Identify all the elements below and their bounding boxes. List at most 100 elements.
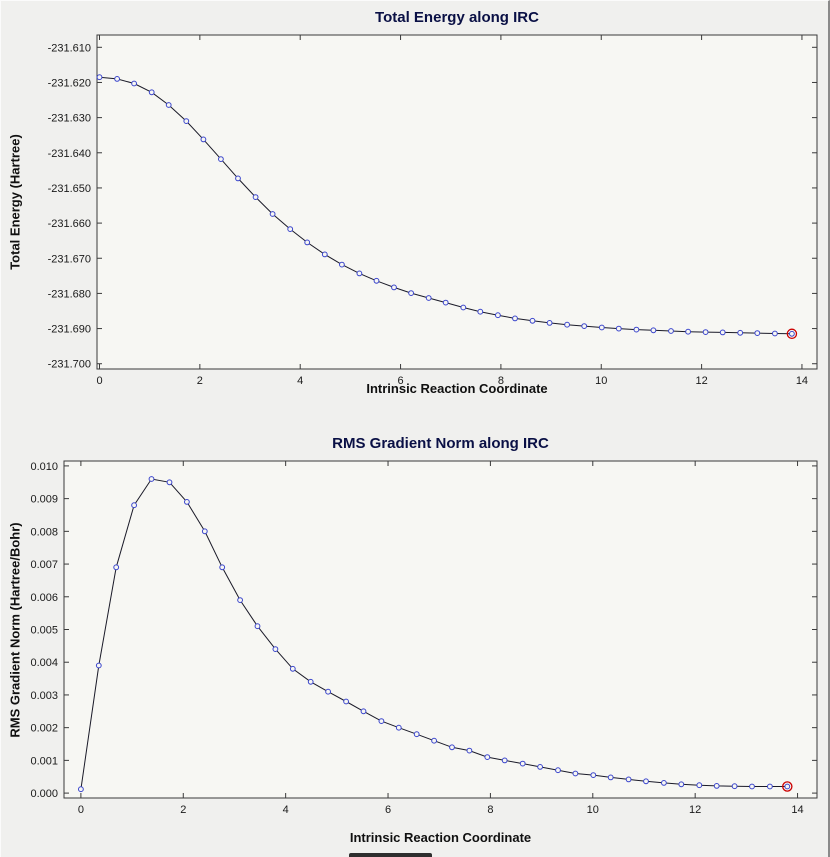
data-point-marker[interactable]: [272, 646, 279, 653]
data-point-marker[interactable]: [431, 737, 438, 744]
data-point-marker[interactable]: [201, 528, 208, 535]
x-tick-label: 0: [78, 804, 84, 816]
data-point-marker[interactable]: [661, 780, 667, 786]
rms-gradient-plot-canvas[interactable]: 0 2 4 6 8 10 12 14 0.000 0.001 0.002 0.003 0.004 0.00…: [1, 426, 830, 857]
data-point-marker[interactable]: [356, 270, 363, 277]
data-point-marker[interactable]: [754, 330, 761, 337]
x-tick-label: 6: [385, 804, 391, 816]
data-point-marker[interactable]: [95, 662, 102, 669]
data-point-marker[interactable]: [607, 774, 614, 781]
data-point-marker[interactable]: [131, 502, 138, 509]
data-point-marker[interactable]: [737, 329, 744, 336]
data-point-marker[interactable]: [519, 760, 526, 767]
data-point-marker[interactable]: [784, 783, 791, 790]
data-point-marker[interactable]: [78, 786, 84, 793]
data-point-marker[interactable]: [477, 308, 484, 315]
data-point-marker[interactable]: [360, 708, 367, 715]
data-point-marker[interactable]: [165, 102, 172, 108]
data-point-marker[interactable]: [501, 757, 508, 764]
data-point-marker[interactable]: [148, 89, 155, 96]
x-axis-label-rms-gradient: Intrinsic Reaction Coordinate: [349, 830, 532, 845]
data-point-marker[interactable]: [113, 564, 120, 571]
data-point-marker[interactable]: [343, 698, 350, 705]
data-point-marker[interactable]: [767, 783, 773, 790]
data-point-marker[interactable]: [114, 76, 120, 82]
data-point-marker[interactable]: [449, 744, 455, 751]
data-point-marker[interactable]: [391, 284, 397, 291]
data-point-marker[interactable]: [289, 665, 296, 672]
data-point-marker[interactable]: [625, 776, 632, 783]
data-point-marker[interactable]: [408, 290, 415, 297]
data-point-marker[interactable]: [484, 754, 491, 761]
data-point-marker[interactable]: [650, 327, 657, 334]
data-point-marker[interactable]: [96, 74, 103, 81]
data-point-marker[interactable]: [555, 767, 561, 774]
chart-title-rms-gradient: RMS Gradient Norm along IRC: [332, 435, 549, 452]
y-axis-label-total-energy: Total Energy (Hartree): [7, 134, 23, 270]
data-point-marker[interactable]: [615, 325, 622, 332]
data-point-marker[interactable]: [713, 783, 720, 789]
plot-area: [96, 34, 818, 370]
data-point-marker[interactable]: [373, 277, 380, 284]
data-point-marker[interactable]: [719, 329, 726, 336]
data-point-marker[interactable]: [325, 688, 332, 695]
data-point-marker[interactable]: [442, 299, 449, 306]
data-point-marker[interactable]: [184, 499, 190, 505]
data-point-marker[interactable]: [460, 304, 467, 311]
data-point-marker[interactable]: [529, 317, 536, 324]
data-point-marker[interactable]: [307, 678, 314, 685]
data-point-marker[interactable]: [590, 772, 597, 779]
data-point-marker[interactable]: [789, 330, 795, 337]
x-tick-label: 0: [96, 375, 102, 387]
x-tick-label: 14: [791, 804, 803, 816]
data-point-marker[interactable]: [304, 239, 311, 246]
data-point-marker[interactable]: [702, 329, 709, 336]
data-point-marker[interactable]: [378, 718, 385, 725]
data-point-marker[interactable]: [564, 321, 570, 328]
y-tick-label: 0.008: [30, 526, 58, 538]
data-point-marker[interactable]: [254, 623, 261, 630]
data-point-marker[interactable]: [235, 175, 241, 182]
x-tick-label: 2: [197, 375, 203, 387]
data-point-marker[interactable]: [131, 80, 138, 87]
data-point-marker[interactable]: [219, 564, 226, 571]
data-point-marker[interactable]: [339, 261, 345, 268]
current-point-highlight: [786, 328, 798, 340]
data-point-marker[interactable]: [696, 782, 703, 789]
x-tick-label: 10: [595, 375, 607, 387]
data-point-marker[interactable]: [252, 194, 259, 201]
data-point-marker[interactable]: [466, 747, 473, 754]
data-point-marker[interactable]: [633, 326, 640, 333]
y-tick-label: 0.007: [30, 559, 58, 571]
x-tick-label: 10: [587, 804, 599, 816]
data-point-marker[interactable]: [200, 136, 207, 143]
data-point-marker[interactable]: [772, 330, 778, 337]
data-point-marker[interactable]: [512, 315, 518, 322]
data-point-marker[interactable]: [413, 731, 420, 738]
data-point-marker[interactable]: [678, 781, 685, 788]
data-point-marker[interactable]: [183, 118, 190, 124]
data-point-marker[interactable]: [495, 312, 501, 319]
data-point-marker[interactable]: [269, 211, 276, 217]
data-point-marker[interactable]: [537, 764, 543, 770]
data-point-marker[interactable]: [749, 783, 755, 790]
data-point-marker[interactable]: [546, 320, 553, 326]
plot-area: [63, 460, 818, 799]
data-point-marker[interactable]: [148, 476, 155, 482]
data-point-marker[interactable]: [237, 597, 244, 604]
data-point-marker[interactable]: [668, 328, 674, 334]
data-point-marker[interactable]: [287, 226, 294, 233]
y-tick-label: -231.690: [48, 324, 91, 336]
data-point-marker[interactable]: [321, 251, 328, 258]
data-point-marker[interactable]: [218, 156, 224, 163]
data-point-marker[interactable]: [395, 724, 402, 731]
data-point-marker[interactable]: [572, 770, 579, 777]
data-point-marker[interactable]: [598, 324, 605, 331]
total-energy-plot-canvas[interactable]: 0 2 4 6 8 10 12 14 -231.610 -231.620 -231.630 -231.…: [1, 1, 830, 426]
data-point-marker[interactable]: [643, 778, 649, 785]
data-point-marker[interactable]: [581, 323, 588, 330]
data-point-marker[interactable]: [685, 328, 691, 335]
data-point-marker[interactable]: [166, 479, 173, 486]
data-point-marker[interactable]: [425, 295, 432, 301]
data-point-marker[interactable]: [731, 783, 738, 790]
